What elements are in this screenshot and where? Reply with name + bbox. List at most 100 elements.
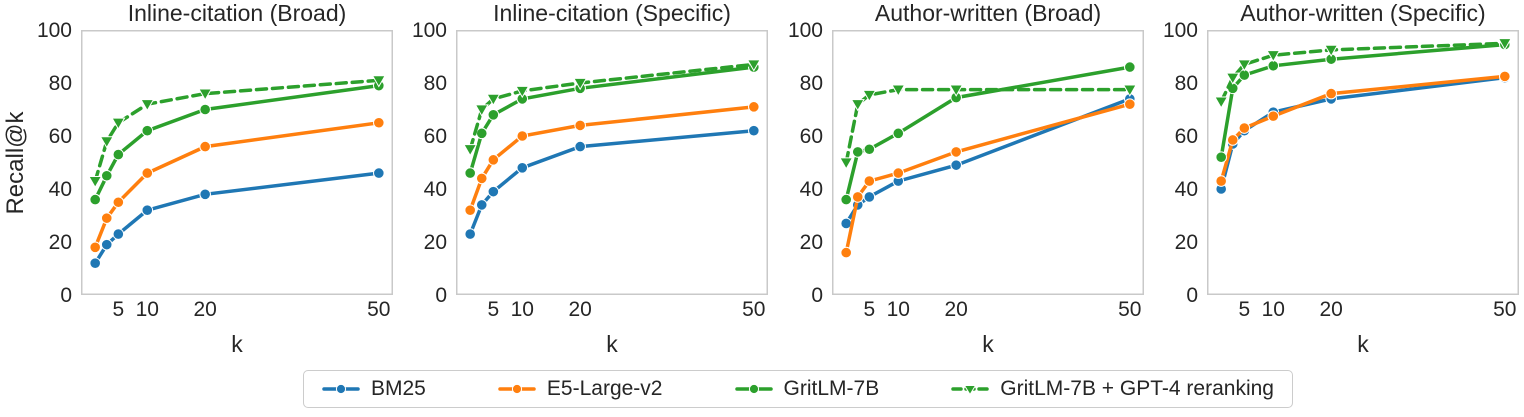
- y-tick-label: 80: [799, 71, 823, 95]
- data-point-marker: [487, 185, 500, 198]
- y-tick-label: 60: [1174, 124, 1198, 148]
- data-point-marker: [99, 136, 114, 149]
- legend-sample-line: [498, 383, 536, 395]
- data-point-marker: [141, 204, 154, 216]
- data-point-marker: [863, 191, 876, 203]
- data-point-marker: [748, 124, 760, 137]
- x-tick-label: 50: [367, 298, 391, 321]
- x-tick-label: 50: [1493, 298, 1517, 321]
- series-bm25: [89, 167, 385, 269]
- series-gritlm-7b: [1215, 38, 1511, 163]
- data-point-marker: [89, 193, 101, 206]
- series-bm25: [464, 124, 760, 240]
- subplot-title: Inline-citation (Specific): [493, 0, 731, 26]
- y-tick-label: 40: [423, 177, 447, 201]
- data-point-marker: [949, 84, 964, 97]
- circle-marker-icon: [511, 383, 523, 395]
- subplot-inline-citation-broad: Inline-citation (Broad) 0 20 40 60 80 100 5 10…: [37, 0, 393, 357]
- data-point-marker: [1225, 72, 1240, 85]
- series-e5-large-v2: [89, 116, 385, 254]
- legend-label: BM25: [371, 377, 426, 400]
- x-tick-label: 5: [112, 298, 125, 321]
- data-point-marker: [100, 169, 113, 182]
- data-point-marker: [862, 89, 877, 103]
- series-line: [844, 65, 1132, 202]
- series-gritlm-7b-gpt-4-reranking: [88, 75, 386, 189]
- data-point-marker: [475, 127, 488, 140]
- series-line: [468, 65, 756, 175]
- plot-area: [832, 30, 1144, 295]
- y-tick-label: 60: [799, 124, 823, 148]
- data-point-marker: [487, 154, 500, 166]
- data-point-marker: [516, 130, 529, 142]
- data-point-marker: [464, 228, 476, 240]
- plot-area: [1207, 30, 1519, 295]
- data-point-marker: [1324, 44, 1339, 58]
- data-point-marker: [891, 84, 906, 97]
- data-point-marker: [89, 241, 101, 254]
- y-tick-label: 100: [1162, 18, 1198, 42]
- x-tick-label: 10: [135, 298, 159, 321]
- y-tick-label: 60: [48, 124, 72, 148]
- data-point-marker: [1226, 134, 1239, 146]
- data-point-marker: [1215, 175, 1227, 187]
- data-point-marker: [199, 103, 211, 116]
- legend-label: GritLM-7B + GPT-4 reranking: [1000, 377, 1274, 400]
- data-point-marker: [1122, 84, 1137, 97]
- x-axis-title: k: [982, 331, 994, 357]
- data-point-marker: [1124, 98, 1136, 110]
- legend-item-gritlm-7b-gpt-4-reranking: GritLM-7B + GPT-4 reranking: [951, 377, 1274, 401]
- series-line: [1219, 74, 1507, 183]
- data-point-marker: [851, 146, 864, 158]
- data-point-marker: [112, 228, 125, 240]
- data-point-marker: [474, 104, 489, 117]
- data-point-marker: [839, 157, 854, 170]
- data-point-marker: [141, 167, 154, 179]
- series-e5-large-v2: [1215, 70, 1511, 187]
- data-point-marker: [515, 85, 530, 99]
- data-point-marker: [950, 159, 962, 171]
- data-point-marker: [475, 172, 488, 185]
- subplot-title: Author-written (Broad): [874, 0, 1102, 26]
- y-tick-label: 40: [1174, 177, 1198, 201]
- x-axis-title: k: [1357, 331, 1369, 357]
- data-point-marker: [373, 167, 385, 179]
- series-gritlm-7b: [840, 61, 1136, 206]
- data-point-marker: [863, 175, 876, 187]
- series-line: [468, 128, 756, 236]
- x-tick-label: 20: [1319, 298, 1343, 321]
- series-line: [468, 105, 756, 212]
- data-point-marker: [112, 148, 125, 161]
- data-point-marker: [100, 238, 113, 251]
- series-line: [1219, 41, 1507, 104]
- x-tick-label: 50: [742, 298, 766, 321]
- legend-label: GritLM-7B: [783, 377, 880, 400]
- data-point-marker: [516, 162, 529, 174]
- legend: BM25 E5-Large-v2 GritLM-7B GritLM-7B + G…: [303, 370, 1293, 408]
- data-point-marker: [475, 199, 488, 211]
- data-point-marker: [1214, 96, 1229, 109]
- y-tick-label: 0: [811, 283, 823, 307]
- axes-frame: [456, 30, 768, 295]
- series-line: [1219, 42, 1507, 159]
- series-gritlm-7b-gpt-4-reranking: [839, 84, 1137, 170]
- data-point-marker: [463, 144, 478, 157]
- triangle-down-marker-icon: [963, 385, 977, 396]
- data-point-marker: [198, 88, 213, 101]
- data-point-marker: [371, 75, 386, 88]
- x-tick-label: 5: [1238, 298, 1251, 321]
- data-point-marker: [850, 99, 865, 112]
- subplot-title: Inline-citation (Broad): [127, 0, 347, 26]
- data-point-marker: [892, 167, 905, 179]
- axes-frame: [832, 30, 1144, 295]
- data-point-marker: [746, 59, 761, 72]
- data-point-marker: [1238, 122, 1251, 134]
- series-gritlm-7b-gpt-4-reranking: [1214, 38, 1512, 109]
- x-tick-label: 20: [568, 298, 592, 321]
- y-tick-label: 100: [787, 18, 823, 42]
- subplot-author-written-specific: Author-written (Specific) 0 20 40 60 80 100 5…: [1163, 0, 1519, 357]
- data-point-marker: [88, 175, 103, 189]
- y-tick-label: 40: [799, 177, 823, 201]
- data-point-marker: [1325, 87, 1337, 100]
